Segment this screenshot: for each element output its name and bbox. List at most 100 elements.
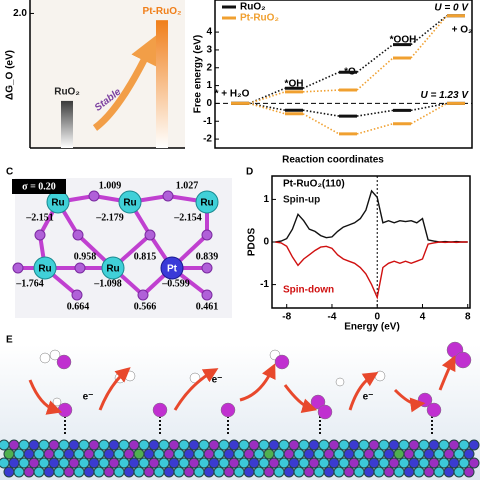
slab-atom bbox=[333, 466, 345, 478]
slab-atom bbox=[443, 466, 455, 478]
atom-label: Ru bbox=[38, 264, 51, 275]
y-tick-label: 2.0 bbox=[13, 8, 27, 19]
step-label: * + H₂O bbox=[215, 89, 250, 100]
reaction-arrow bbox=[348, 371, 379, 411]
o-atom bbox=[201, 289, 213, 301]
slab-atom bbox=[363, 466, 375, 478]
slab-atom bbox=[178, 439, 190, 451]
o-atom bbox=[88, 190, 100, 202]
slab-atom bbox=[308, 457, 320, 469]
reaction-arrow bbox=[173, 368, 219, 411]
slab-atom bbox=[83, 466, 95, 478]
slab-atom bbox=[133, 466, 145, 478]
connector bbox=[356, 57, 394, 91]
sigma-box bbox=[12, 179, 66, 194]
slab-atom bbox=[338, 439, 350, 451]
y-axis-label: ΔG_O (eV) bbox=[5, 50, 16, 100]
slab-atom bbox=[463, 466, 475, 478]
reaction-arrow bbox=[239, 363, 276, 402]
slab-atom bbox=[193, 466, 205, 478]
x-tick-label: -4 bbox=[328, 312, 337, 323]
sigma-label: σ = 0.20 bbox=[22, 181, 56, 192]
electron-label: e⁻ bbox=[212, 375, 223, 386]
reaction-arrow bbox=[28, 379, 63, 415]
slab-atom bbox=[343, 448, 355, 460]
molecule-atom bbox=[124, 370, 136, 382]
o-atom bbox=[12, 262, 24, 274]
slab-atom bbox=[213, 466, 225, 478]
slab-atom bbox=[203, 448, 215, 460]
slab-atom bbox=[333, 448, 345, 460]
x-tick-label: 8 bbox=[465, 312, 471, 323]
slab-atom bbox=[413, 466, 425, 478]
step-label: *OOH bbox=[390, 35, 417, 46]
slab-atom bbox=[0, 439, 10, 451]
charge-label: 0.839 bbox=[196, 251, 219, 262]
slab-atom bbox=[138, 439, 150, 451]
slab-atom bbox=[468, 439, 480, 451]
charge-label: 0.461 bbox=[196, 301, 219, 312]
slab-atom bbox=[373, 448, 385, 460]
slab-atom bbox=[63, 466, 75, 478]
slab-atom bbox=[323, 448, 335, 460]
slab-atom bbox=[318, 457, 330, 469]
slab-atom bbox=[158, 457, 170, 469]
slab-atom bbox=[288, 457, 300, 469]
connector bbox=[356, 43, 394, 73]
slab-atom bbox=[248, 439, 260, 451]
slab-atom bbox=[123, 448, 135, 460]
x-tick-label: -8 bbox=[282, 312, 291, 323]
reaction-arrow bbox=[438, 355, 456, 391]
slab-atom bbox=[93, 448, 105, 460]
slab-atom bbox=[363, 448, 375, 460]
slab-atom bbox=[433, 466, 445, 478]
slab-atom bbox=[208, 439, 220, 451]
slab-atom bbox=[88, 439, 100, 451]
slab-atom bbox=[233, 448, 245, 460]
electron-label: e⁻ bbox=[363, 392, 374, 403]
slab-atom bbox=[0, 457, 10, 469]
molecule-atom bbox=[39, 352, 51, 364]
slab-atom bbox=[183, 448, 195, 460]
slab-atom bbox=[383, 448, 395, 460]
metal-atom bbox=[160, 256, 184, 280]
slab-atom bbox=[173, 466, 185, 478]
slab-atom bbox=[313, 448, 325, 460]
slab-atom bbox=[458, 457, 470, 469]
slab-atom bbox=[98, 457, 110, 469]
slab-atom bbox=[33, 448, 45, 460]
slab-atom bbox=[198, 439, 210, 451]
molecule-atom bbox=[426, 402, 442, 418]
slab-atom bbox=[373, 466, 385, 478]
bar bbox=[156, 20, 168, 149]
connector bbox=[302, 89, 340, 93]
slab-atom bbox=[378, 439, 390, 451]
slab-atom bbox=[283, 448, 295, 460]
metal-atom bbox=[101, 256, 125, 280]
slab-atom bbox=[113, 466, 125, 478]
slab-atom bbox=[188, 439, 200, 451]
step-label: *OH bbox=[285, 79, 304, 90]
slab-atom bbox=[418, 457, 430, 469]
charge-label: –2.179 bbox=[95, 212, 124, 223]
bar-label: RuO₂ bbox=[54, 87, 80, 98]
slab-atom bbox=[388, 439, 400, 451]
slab-atom bbox=[153, 466, 165, 478]
y-tick-label: -1 bbox=[260, 279, 269, 290]
slab-atom bbox=[108, 439, 120, 451]
molecule-atom bbox=[52, 397, 62, 407]
slab-atom bbox=[358, 439, 370, 451]
slab-atom bbox=[48, 457, 60, 469]
slab-atom bbox=[263, 448, 275, 460]
slab-atom bbox=[448, 439, 460, 451]
legend-label: RuO₂ bbox=[240, 2, 266, 13]
slab-atom bbox=[303, 466, 315, 478]
slab-atom bbox=[228, 457, 240, 469]
atom-label: Ru bbox=[51, 198, 64, 209]
slab-atom bbox=[403, 466, 415, 478]
slab-atom bbox=[3, 448, 15, 460]
connector bbox=[248, 91, 286, 105]
y-tick-label: 2 bbox=[206, 62, 212, 73]
slab-atom bbox=[28, 439, 40, 451]
slab-atom bbox=[43, 448, 55, 460]
